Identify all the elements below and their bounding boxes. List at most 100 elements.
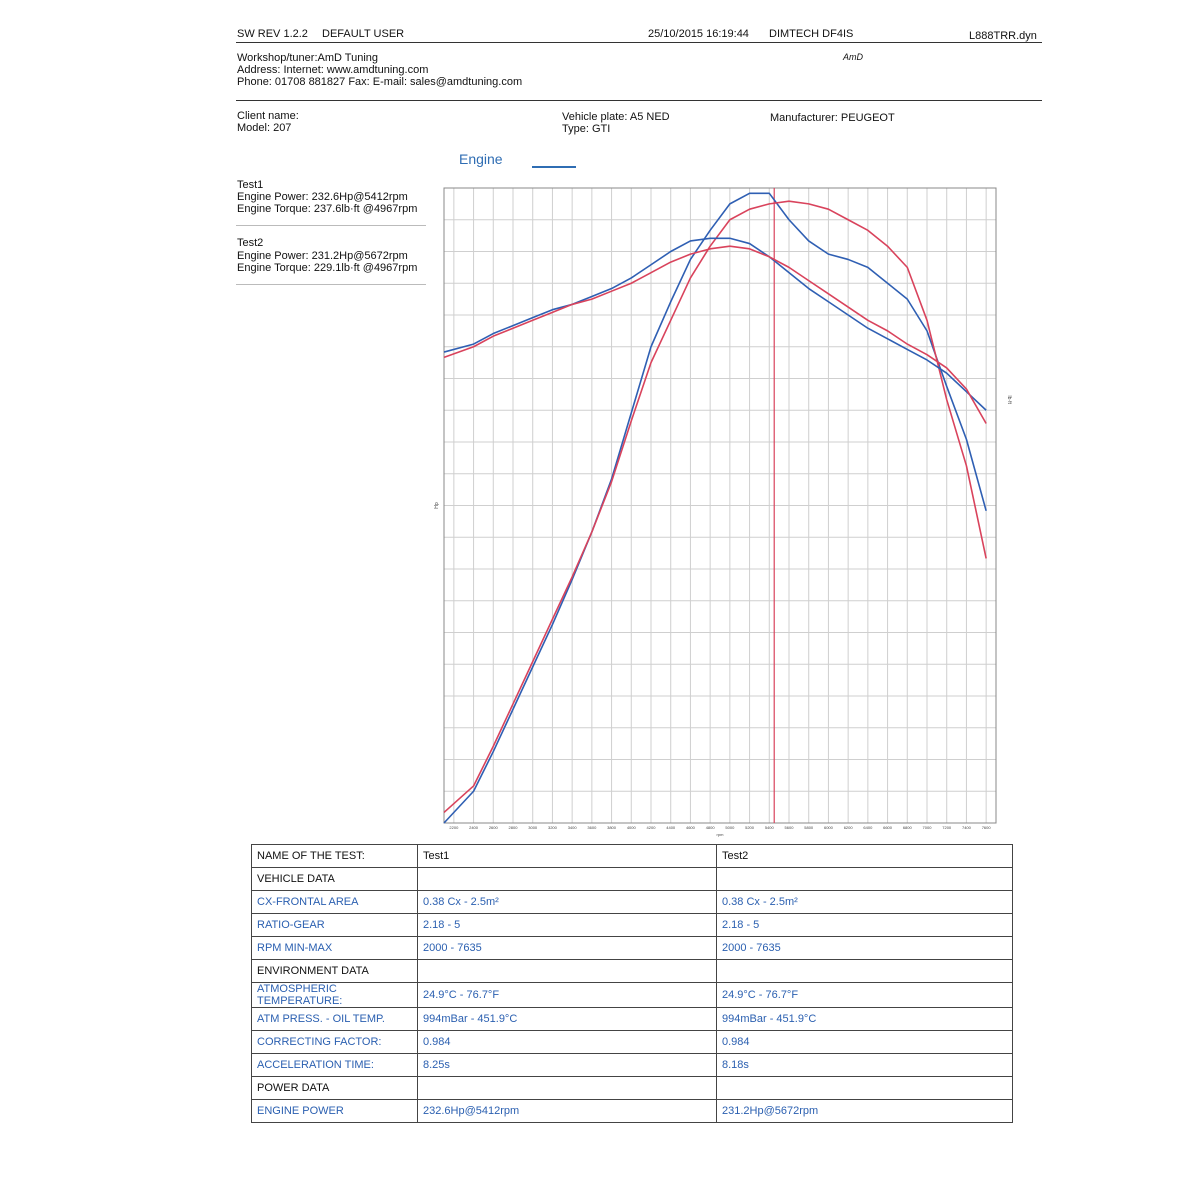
y-axis-label-left: Hp: [434, 502, 440, 509]
address-line: Address: Internet: www.amdtuning.com: [237, 64, 429, 76]
x-tick-label: 5600: [785, 825, 795, 830]
x-tick-label: 4200: [647, 825, 657, 830]
x-tick-label: 3200: [548, 825, 558, 830]
table-row-test2: 8.18s: [716, 1053, 1013, 1077]
x-tick-label: 3000: [528, 825, 538, 830]
x-tick-label: 2800: [509, 825, 519, 830]
table-row: ACCELERATION TIME: 8.25s 8.18s: [251, 1053, 1013, 1077]
workshop-line: Workshop/tuner:AmD Tuning: [237, 52, 379, 64]
software-revision: SW REV 1.2.2: [237, 28, 308, 40]
legend-engine-swatch: [532, 166, 576, 168]
table-row-label: RATIO-GEAR: [251, 913, 418, 937]
x-tick-label: 5200: [745, 825, 755, 830]
test2-rule: [236, 284, 426, 285]
test2-power: Engine Power: 231.2Hp@5672rpm: [237, 250, 408, 262]
table-row: ATM PRESS. - OIL TEMP. 994mBar - 451.9°C 9…: [251, 1007, 1013, 1031]
table-row-label: POWER DATA: [251, 1076, 418, 1100]
table-row-test2: 231.2Hp@5672rpm: [716, 1099, 1013, 1123]
table-row-label: ACCELERATION TIME:: [251, 1053, 418, 1077]
table-row-test1: 0.38 Cx - 2.5m²: [417, 890, 717, 914]
table-header-test1: Test1: [417, 844, 717, 868]
table-row-label: ENGINE POWER: [251, 1099, 418, 1123]
x-tick-label: 5400: [765, 825, 775, 830]
test2-torque-curve: [443, 245, 987, 424]
table-row-test2: [716, 867, 1013, 891]
table-row-test2: 24.9°C - 76.7°F: [716, 982, 1013, 1008]
test1-torque-curve: [443, 237, 987, 411]
table-row-test1: 8.25s: [417, 1053, 717, 1077]
table-row: POWER DATA: [251, 1076, 1013, 1100]
x-tick-label: 6200: [844, 825, 854, 830]
vehicle-plate: Vehicle plate: A5 NED: [562, 111, 670, 123]
x-axis-label: rpm: [717, 832, 725, 837]
test1-power: Engine Power: 232.6Hp@5412rpm: [237, 191, 408, 203]
header-rule: [236, 42, 1042, 43]
dyno-model: DIMTECH DF4IS: [769, 28, 854, 40]
user-label: DEFAULT USER: [322, 28, 405, 40]
table-row-label: ATM PRESS. - OIL TEMP.: [251, 1007, 418, 1031]
table-row-test1: 24.9°C - 76.7°F: [417, 982, 717, 1008]
table-row: VEHICLE DATA: [251, 867, 1013, 891]
table-header-label: NAME OF THE TEST:: [251, 844, 418, 868]
table-header-row: NAME OF THE TEST: Test1 Test2: [251, 844, 1013, 868]
x-tick-label: 7000: [923, 825, 933, 830]
table-row-test2: [716, 959, 1013, 983]
x-tick-label: 4800: [706, 825, 716, 830]
x-tick-label: 3400: [568, 825, 578, 830]
model-label: Model: 207: [237, 122, 292, 134]
x-tick-label: 6800: [903, 825, 913, 830]
workshop-rule: [236, 100, 1042, 101]
table-row-test2: 2.18 - 5: [716, 913, 1013, 937]
client-name-label: Client name:: [237, 110, 299, 122]
table-row: ENVIRONMENT DATA: [251, 959, 1013, 983]
x-tick-label: 3600: [587, 825, 597, 830]
table-row-test1: [417, 1076, 717, 1100]
table-row: RPM MIN-MAX 2000 - 7635 2000 - 7635: [251, 936, 1013, 960]
table-row-test1: [417, 867, 717, 891]
table-row-label: CORRECTING FACTOR:: [251, 1030, 418, 1054]
table-row-test1: 232.6Hp@5412rpm: [417, 1099, 717, 1123]
x-tick-label: 7600: [982, 825, 992, 830]
table-row-test1: 0.984: [417, 1030, 717, 1054]
x-tick-label: 4600: [686, 825, 696, 830]
results-table: NAME OF THE TEST: Test1 Test2 VEHICLE DA…: [251, 844, 1013, 1123]
x-tick-label: 4000: [627, 825, 637, 830]
table-row-test1: [417, 959, 717, 983]
x-tick-label: 6000: [824, 825, 834, 830]
plot-frame: [443, 187, 997, 824]
table-row-test2: 0.38 Cx - 2.5m²: [716, 890, 1013, 914]
vehicle-type: Type: GTI: [562, 123, 611, 135]
x-tick-label: 2200: [449, 825, 459, 830]
table-header-test2: Test2: [716, 844, 1013, 868]
table-row: ATMOSPHERIC TEMPERATURE: 24.9°C - 76.7°F 2…: [251, 982, 1013, 1008]
table-row-test1: 2000 - 7635: [417, 936, 717, 960]
phone-line: Phone: 01708 881827 Fax: E-mail: sales@a…: [237, 76, 523, 88]
legend-engine-label: Engine: [459, 151, 503, 167]
table-row: CORRECTING FACTOR: 0.984 0.984: [251, 1030, 1013, 1054]
x-tick-label: 3800: [607, 825, 617, 830]
table-row-test2: 2000 - 7635: [716, 936, 1013, 960]
table-row-test1: 2.18 - 5: [417, 913, 717, 937]
y-axis-label-right: lb·ft: [1006, 395, 1012, 404]
table-row-test2: 0.984: [716, 1030, 1013, 1054]
dyno-chart: 2200 2400 2600 2800 3000 3200 3400 3600 3800 4000…: [434, 187, 1012, 837]
table-row: ENGINE POWER 232.6Hp@5412rpm 231.2Hp@5672r…: [251, 1099, 1013, 1123]
x-tick-label: 2600: [489, 825, 499, 830]
x-tick-label: 5800: [804, 825, 814, 830]
table-row-label: ENVIRONMENT DATA: [251, 959, 418, 983]
table-row-label: ATMOSPHERIC TEMPERATURE:: [251, 982, 418, 1008]
table-row-label: RPM MIN-MAX: [251, 936, 418, 960]
table-row: CX-FRONTAL AREA 0.38 Cx - 2.5m² 0.38 Cx - …: [251, 890, 1013, 914]
table-row-label: CX-FRONTAL AREA: [251, 890, 418, 914]
table-row-label: VEHICLE DATA: [251, 867, 418, 891]
table-row-test2: [716, 1076, 1013, 1100]
test1-torque: Engine Torque: 237.6lb·ft @4967rpm: [237, 203, 418, 215]
amd-logo: AmD: [843, 52, 863, 62]
file-name: L888TRR.dyn: [969, 30, 1037, 42]
table-row-test1: 994mBar - 451.9°C: [417, 1007, 717, 1031]
test1-name: Test1: [237, 179, 264, 191]
test2-torque: Engine Torque: 229.1lb·ft @4967rpm: [237, 262, 418, 274]
test-datetime: 25/10/2015 16:19:44: [648, 28, 749, 40]
table-row: RATIO-GEAR 2.18 - 5 2.18 - 5: [251, 913, 1013, 937]
test2-name: Test2: [237, 237, 264, 249]
